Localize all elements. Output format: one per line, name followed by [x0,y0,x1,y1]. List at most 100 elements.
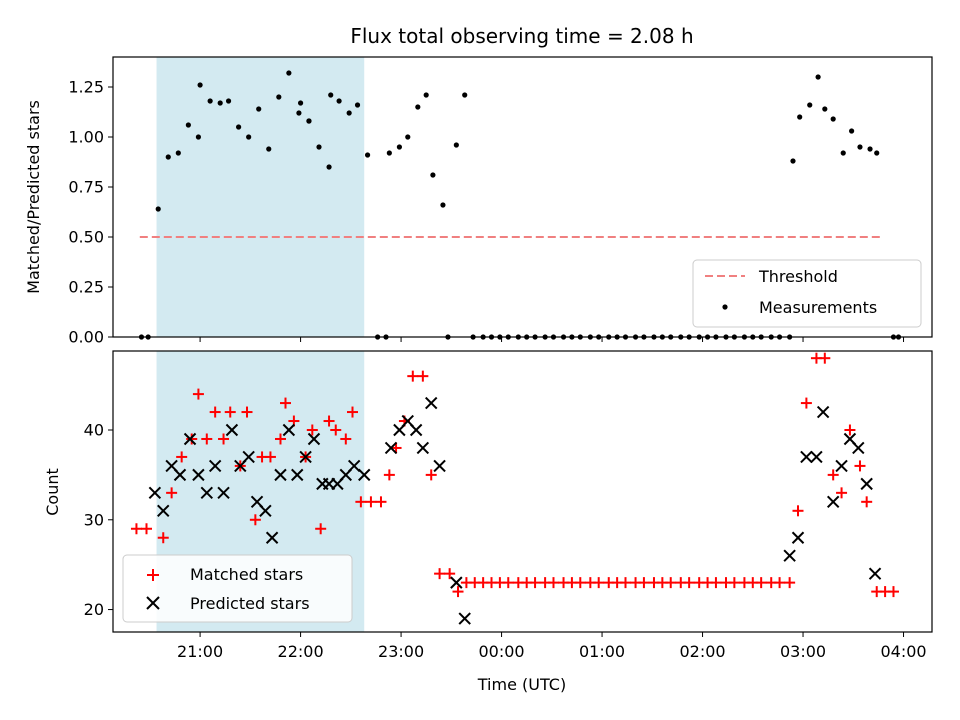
measurement-point [197,82,203,88]
matched-star-point [157,532,169,544]
predicted-star-point [242,450,255,464]
measurement-point [840,150,846,156]
matched-star-point [340,433,352,445]
matched-star-point [502,577,514,589]
matched-star-point [280,397,292,409]
matched-star-point [425,469,437,481]
predicted-star-point [425,396,438,410]
matched-star-point [887,586,899,598]
matched-star-point [365,496,377,508]
measurement-point [195,134,202,140]
matched-star-point [861,496,873,508]
top-y-axis-label: Matched/Predicted stars [24,100,43,294]
matched-star-point [323,415,335,427]
measurement-point [830,116,836,122]
matched-star-point [593,577,605,589]
top-shaded-span [156,57,365,337]
matched-star-point [755,577,767,589]
measurement-point [155,206,161,212]
matched-star-point [186,433,198,445]
matched-star-point [638,577,650,589]
threshold-legend-label: Threshold [758,267,838,286]
measurement-point [286,70,292,76]
predicted-star-point [200,486,213,500]
measurement-point [364,152,371,158]
matched-star-point [854,460,866,472]
measurement-point [396,144,402,150]
predicted-star-point [409,423,423,437]
measurement-point [236,124,242,130]
predicted-star-point [450,576,463,589]
y-tick-label: 0.75 [68,178,104,197]
predicted-star-point [307,432,321,446]
measurement-point [306,118,312,124]
measurement-point [328,92,334,98]
measurement-point [276,94,282,100]
measurement-point [874,150,880,156]
matched-star-point [315,523,327,535]
matched-star-point [529,577,541,589]
predicted-star-point [816,405,830,419]
measurements-legend-swatch [722,304,728,310]
measurement-point [316,144,322,150]
predicted-star-point [347,459,361,473]
predicted-star-point [192,468,205,482]
predicted-star-point [433,459,446,473]
top-legend: Threshold Measurements [692,259,922,328]
matched-legend-label: Matched stars [190,565,303,584]
measurement-point [297,100,304,106]
measurement-point [165,154,171,160]
measurement-point [440,202,446,208]
bottom-y-axis-label: Count [43,468,62,516]
predicted-star-point [835,459,848,473]
predicted-star-point [358,468,371,482]
matched-star-point [264,451,276,463]
measurement-point [849,128,855,134]
predicted-star-point [852,441,865,455]
predicted-star-point [800,450,813,464]
matched-star-point [201,433,213,445]
measurement-point [296,110,302,116]
predicted-star-point [173,468,187,482]
y-tick-label: 40 [84,421,104,440]
matched-star-point [836,487,848,499]
bottom-points-group [130,352,899,625]
predicted-star-point [868,567,882,580]
measurement-point [217,100,223,106]
predicted-star-point [274,468,287,482]
top-points-group [138,70,902,340]
y-tick-label: 0.50 [68,228,104,247]
y-tick-label: 1.00 [68,128,104,147]
measurement-point [430,172,436,178]
predicted-star-point [225,423,239,437]
measurement-point [336,98,342,104]
x-tick-label: 00:00 [479,642,525,661]
measurement-point [246,134,252,140]
matched-star-point [683,577,695,589]
matched-star-point [819,352,831,364]
predicted-legend-swatch [146,596,160,610]
y-tick-label: 1.25 [68,78,104,97]
matched-star-point [665,577,677,589]
matched-star-point [792,505,804,517]
measurement-point [797,114,803,120]
predicted-star-point [826,495,840,509]
measurement-point [346,110,352,116]
measurement-point [423,92,429,98]
predicted-star-point [259,504,272,518]
matched-star-point [844,424,856,436]
matched-star-point [306,424,318,436]
predicted-star-point [791,531,805,544]
measurement-point [225,98,232,104]
matched-star-point [241,406,253,418]
matched-star-point [444,568,456,580]
matched-star-point [728,577,740,589]
predicted-star-point [783,549,796,562]
bottom-legend-box [122,554,353,623]
x-tick-label: 23:00 [378,642,424,661]
predicted-star-point [458,612,471,625]
predicted-legend-label: Predicted stars [190,594,310,613]
matched-star-point [417,370,429,382]
measurement-point [175,150,181,156]
bottom-axes-group: 20 30 40 21:00 22:00 23:00 00:00 01:00 02:00 03:0… [84,421,927,661]
